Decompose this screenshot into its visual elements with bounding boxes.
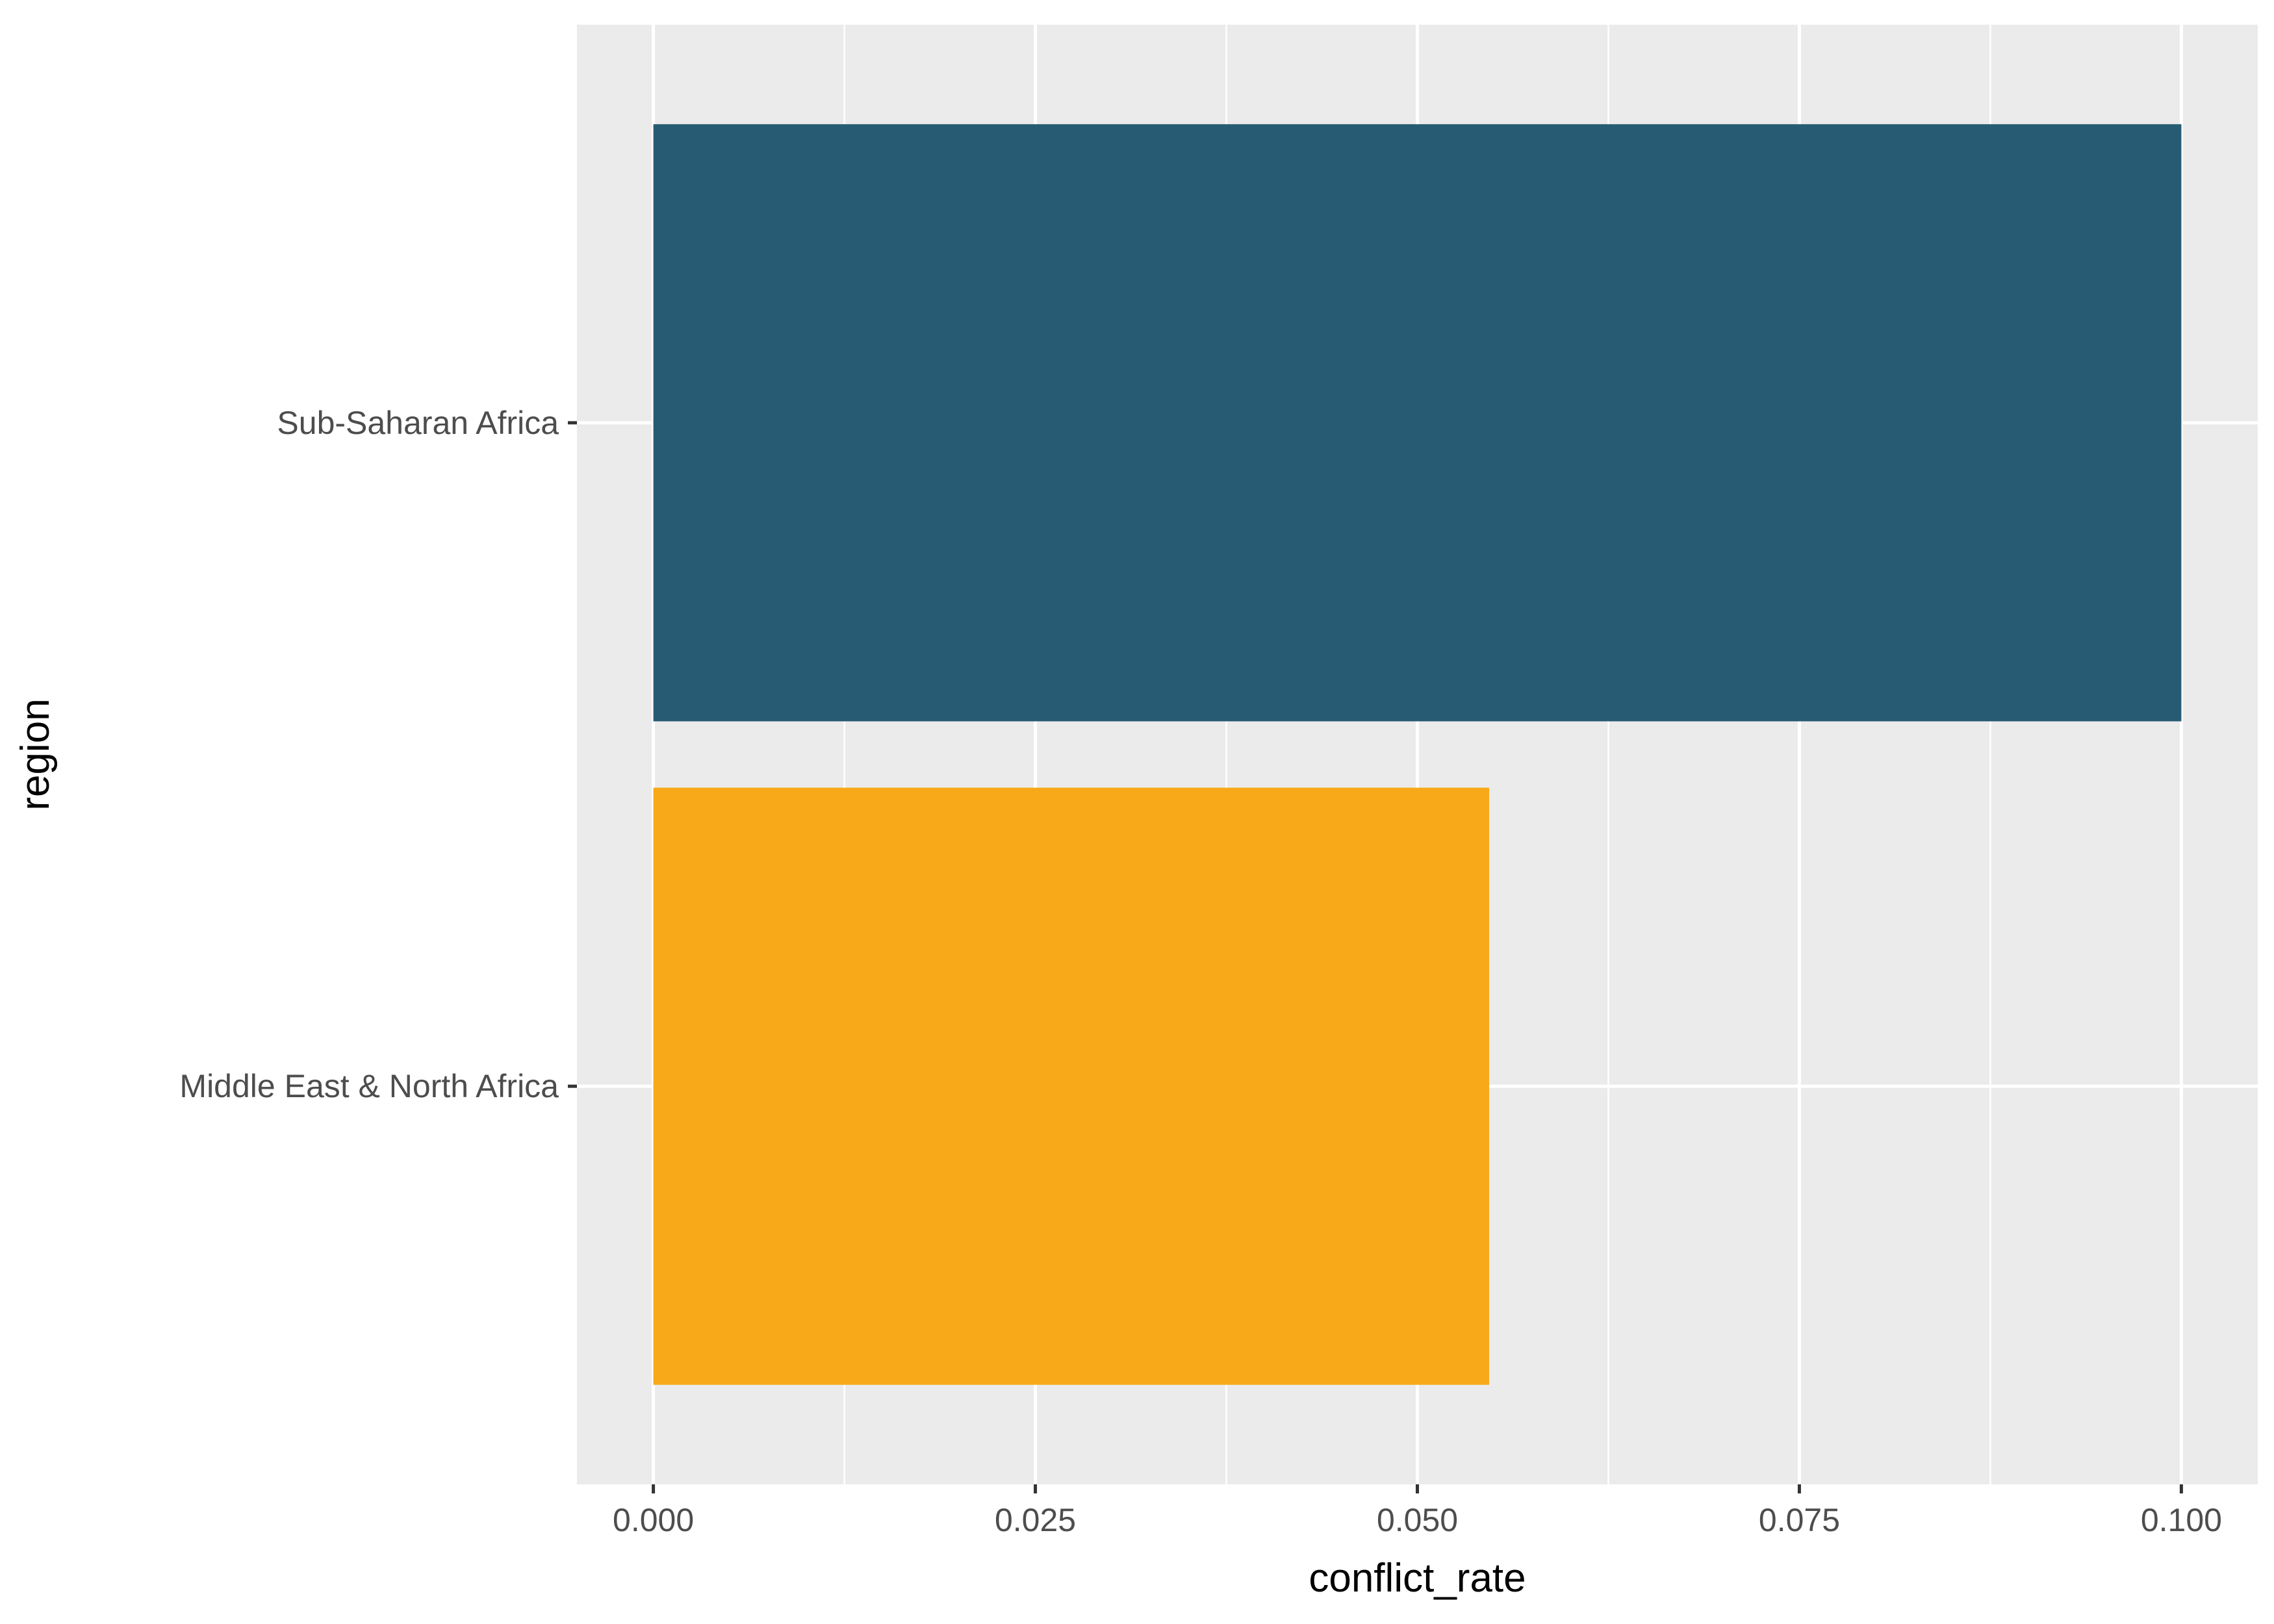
bar-middle-east-north-africa — [653, 787, 1490, 1385]
x-tick-label: 0.050 — [1377, 1502, 1458, 1538]
x-axis: 0.000 0.025 0.050 0.075 0.100 — [613, 1484, 2222, 1538]
y-tick-label: Middle East & North Africa — [179, 1068, 559, 1104]
x-tick-label: 0.025 — [995, 1502, 1076, 1538]
bar-sub-saharan-africa — [653, 124, 2182, 722]
x-tick-label: 0.075 — [1759, 1502, 1840, 1538]
y-axis-title: region — [13, 698, 58, 810]
bars — [653, 124, 2182, 1385]
y-tick-label: Sub-Saharan Africa — [277, 405, 559, 441]
x-tick-label: 0.000 — [613, 1502, 694, 1538]
x-tick-label: 0.100 — [2141, 1502, 2222, 1538]
y-axis: Middle East & North Africa Sub-Saharan Af… — [179, 405, 577, 1104]
x-axis-title: conflict_rate — [1309, 1556, 1526, 1601]
